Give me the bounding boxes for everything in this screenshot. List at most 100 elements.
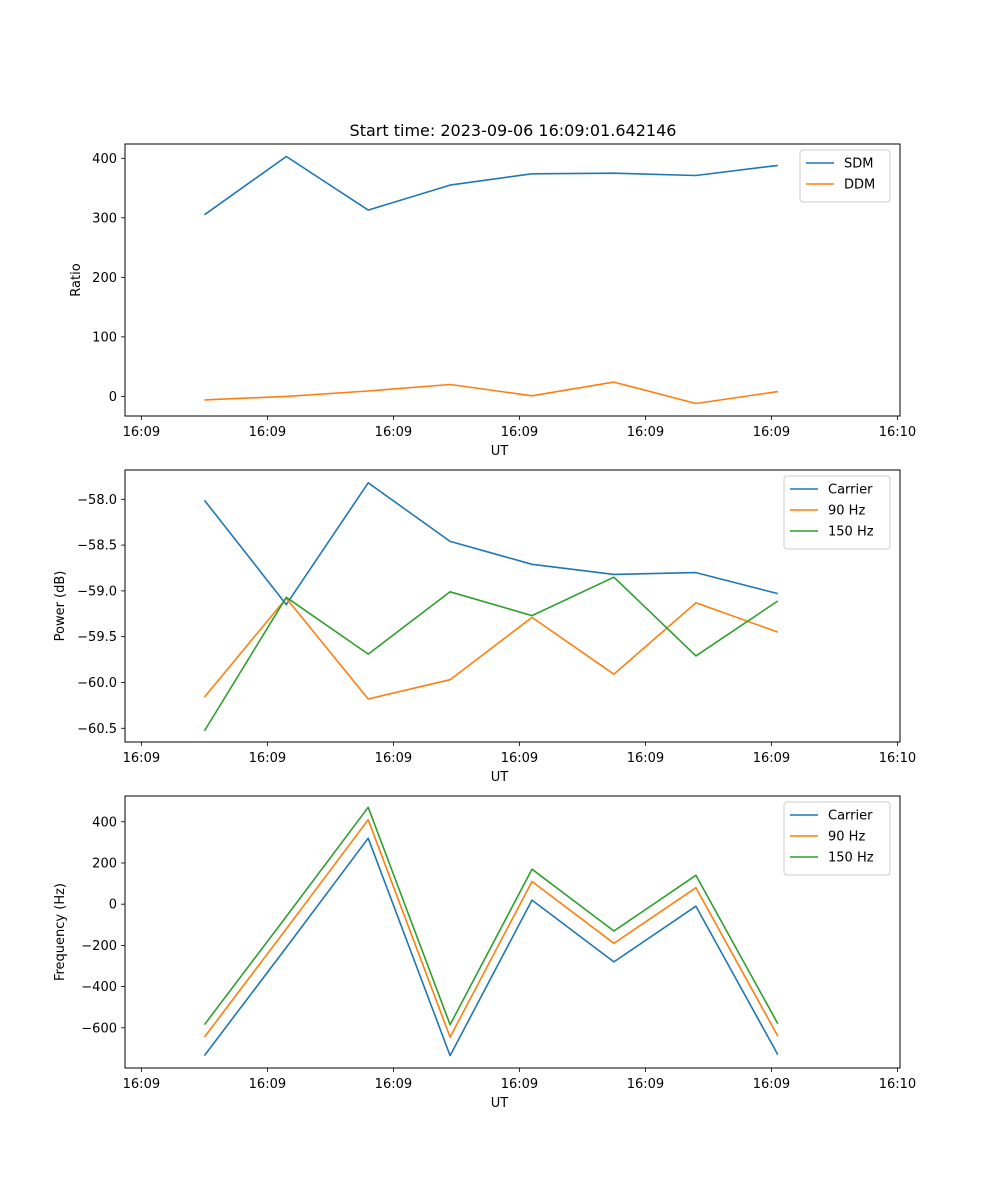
x-axis-label: UT <box>491 770 509 785</box>
data-point <box>613 574 614 575</box>
data-point <box>613 930 614 931</box>
data-point <box>286 597 287 598</box>
legend-label: 150 Hz <box>828 851 874 866</box>
data-point <box>695 403 696 404</box>
legend-label: 90 Hz <box>828 504 865 519</box>
y-tick-label: −60.0 <box>77 676 117 691</box>
y-axis-label: Ratio <box>69 263 84 296</box>
y-tick-label: −59.5 <box>77 630 117 645</box>
data-point <box>204 1024 205 1025</box>
data-point <box>777 1023 778 1024</box>
data-point <box>286 928 287 929</box>
data-point <box>204 730 205 731</box>
y-axis-label: Power (dB) <box>53 571 68 642</box>
chart-panel-1: 16:09 16:09 16:09 16:09 16:09 16:09 16:10 0 100 2… <box>69 143 916 459</box>
series-line-carrier <box>203 837 779 1057</box>
data-point <box>613 173 614 174</box>
legend: SDM DDM <box>799 149 891 203</box>
y-tick-label: 0 <box>109 390 117 405</box>
data-point <box>695 655 696 656</box>
x-tick-label: 16:09 <box>123 751 160 766</box>
data-point <box>368 390 369 391</box>
x-tick-label: 16:09 <box>501 425 538 440</box>
legend-label: Carrier <box>828 809 873 824</box>
series-line-carrier <box>203 481 778 606</box>
data-point <box>368 698 369 699</box>
data-point <box>531 881 532 882</box>
data-point <box>695 906 696 907</box>
data-point <box>450 679 451 680</box>
y-tick-label: 100 <box>92 330 117 345</box>
x-tick-label: 16:09 <box>123 425 160 440</box>
x-tick-label: 16:09 <box>249 425 286 440</box>
data-point <box>368 838 369 839</box>
data-point <box>368 654 369 655</box>
y-tick-label: 400 <box>92 152 117 167</box>
x-tick-label: 16:09 <box>123 1077 160 1092</box>
data-point <box>777 165 778 166</box>
x-tick-label: 16:09 <box>249 1077 286 1092</box>
x-axis-label: UT <box>491 444 509 459</box>
data-point <box>368 482 369 483</box>
legend-label: 150 Hz <box>828 525 874 540</box>
series-line-150-hz <box>203 806 779 1026</box>
chart-panel-2: 16:09 16:09 16:09 16:09 16:09 16:09 16:10 −60.5… <box>53 469 916 785</box>
legend: Carrier 90 Hz 150 Hz <box>783 475 891 550</box>
x-tick-label: 16:09 <box>627 751 664 766</box>
data-point <box>286 604 287 605</box>
data-point <box>368 210 369 211</box>
y-tick-label: −60.5 <box>77 722 117 737</box>
series-line-90-hz <box>203 597 779 700</box>
data-point <box>531 615 532 616</box>
data-point <box>531 900 532 901</box>
y-tick-label: −200 <box>81 939 117 954</box>
data-point <box>777 600 778 601</box>
data-point <box>286 156 287 157</box>
x-axis-label: UT <box>491 1096 509 1111</box>
y-tick-label: 200 <box>92 271 117 286</box>
data-point <box>286 916 287 917</box>
legend-label: DDM <box>844 178 875 193</box>
x-tick-label: 16:09 <box>249 751 286 766</box>
data-point <box>450 1024 451 1025</box>
data-point <box>368 819 369 820</box>
chart-panel-3: 16:09 16:09 16:09 16:09 16:09 16:09 16:10 −600 −… <box>53 795 916 1111</box>
series-line-150-hz <box>203 576 779 732</box>
axes-frame <box>124 143 901 417</box>
x-tick-label: 16:09 <box>753 1077 790 1092</box>
y-axis-label: Frequency (Hz) <box>53 883 68 981</box>
x-tick-label: 16:09 <box>375 1077 412 1092</box>
data-point <box>695 572 696 573</box>
data-point <box>286 947 287 948</box>
data-point <box>450 1037 451 1038</box>
data-point <box>368 807 369 808</box>
y-tick-label: 200 <box>92 856 117 871</box>
axes-frame <box>124 469 901 743</box>
x-tick-label: 16:09 <box>753 751 790 766</box>
data-point <box>531 173 532 174</box>
data-point <box>450 541 451 542</box>
data-point <box>777 632 778 633</box>
data-point <box>204 697 205 698</box>
series-line-90-hz <box>203 818 779 1038</box>
data-point <box>531 869 532 870</box>
y-tick-label: 0 <box>109 898 117 913</box>
axes-frame <box>124 795 901 1069</box>
series-line-ddm <box>204 381 778 405</box>
y-tick-label: −59.0 <box>77 584 117 599</box>
data-point <box>204 399 205 400</box>
data-point <box>613 961 614 962</box>
y-tick-label: −600 <box>81 1021 117 1036</box>
x-tick-label: 16:10 <box>879 1077 916 1092</box>
data-point <box>777 593 778 594</box>
legend-label: 90 Hz <box>828 830 865 845</box>
data-point <box>450 185 451 186</box>
data-point <box>531 564 532 565</box>
data-point <box>531 617 532 618</box>
data-point <box>450 1055 451 1056</box>
data-point <box>450 384 451 385</box>
data-point <box>695 602 696 603</box>
x-tick-label: 16:10 <box>879 751 916 766</box>
y-tick-label: 300 <box>92 211 117 226</box>
